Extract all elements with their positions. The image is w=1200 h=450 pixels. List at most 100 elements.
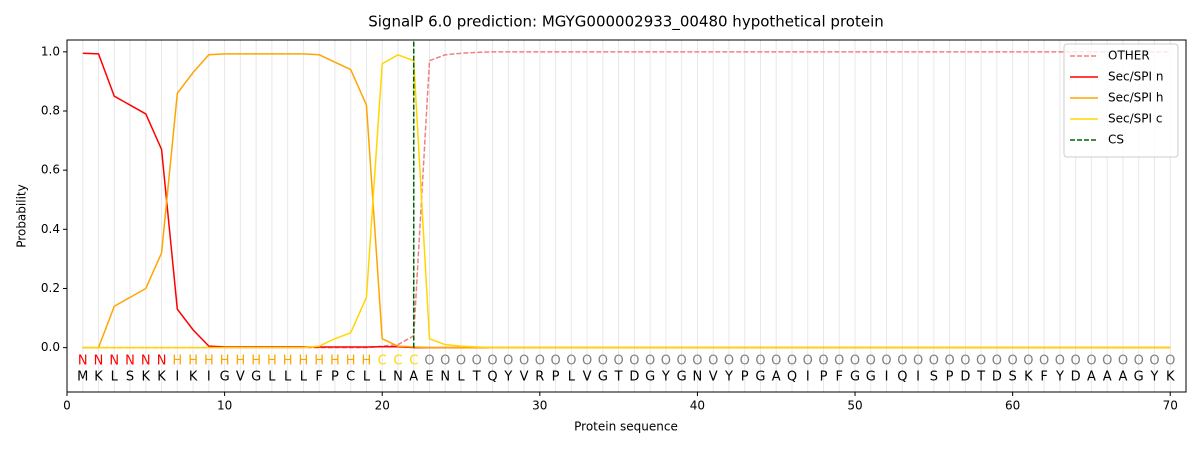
region-label: N xyxy=(109,354,119,369)
residue-label: T xyxy=(976,370,985,385)
region-label: O xyxy=(1102,354,1112,369)
residue-label: S xyxy=(1009,370,1017,385)
series-line xyxy=(82,51,1171,349)
residue-label: D xyxy=(960,370,970,385)
y-axis-label: Probability xyxy=(15,184,29,247)
residue-label: A xyxy=(409,370,418,385)
residue-label: G xyxy=(598,370,608,385)
region-label: H xyxy=(251,354,261,369)
region-label: O xyxy=(582,354,592,369)
region-label: O xyxy=(1165,354,1175,369)
region-label: O xyxy=(677,354,687,369)
residue-label: G xyxy=(866,370,876,385)
region-label: O xyxy=(1039,354,1049,369)
legend-label: Sec/SPI c xyxy=(1108,112,1162,126)
region-label: O xyxy=(929,354,939,369)
region-label: H xyxy=(204,354,214,369)
region-label: O xyxy=(535,354,545,369)
residue-label: T xyxy=(472,370,481,385)
region-label: O xyxy=(472,354,482,369)
residue-label: S xyxy=(126,370,134,385)
region-label: O xyxy=(614,354,624,369)
region-label: H xyxy=(299,354,309,369)
x-tick-label: 50 xyxy=(847,399,862,413)
region-label: O xyxy=(976,354,986,369)
region-label: O xyxy=(960,354,970,369)
residue-label: G xyxy=(850,370,860,385)
residue-label: L xyxy=(457,370,465,385)
residue-label: K xyxy=(1024,370,1033,385)
legend-label: Sec/SPI n xyxy=(1108,70,1163,84)
region-label: H xyxy=(235,354,245,369)
residue-label: N xyxy=(393,370,403,385)
y-tick-label: 0.8 xyxy=(41,103,60,117)
region-label: C xyxy=(409,354,418,369)
x-tick-label: 0 xyxy=(63,399,71,413)
region-label: H xyxy=(172,354,182,369)
residue-label: I xyxy=(175,370,179,385)
residue-label: G xyxy=(251,370,261,385)
x-tick-label: 20 xyxy=(375,399,390,413)
region-label: O xyxy=(1008,354,1018,369)
residue-label: K xyxy=(189,370,198,385)
residue-label: A xyxy=(1119,370,1128,385)
region-label: O xyxy=(755,354,765,369)
region-label: O xyxy=(771,354,781,369)
residue-label: Q xyxy=(897,370,907,385)
residue-label: Q xyxy=(487,370,497,385)
region-label: O xyxy=(503,354,513,369)
residue-label: C xyxy=(346,370,355,385)
residue-label: I xyxy=(916,370,920,385)
region-label: O xyxy=(803,354,813,369)
region-label: N xyxy=(78,354,88,369)
region-label: O xyxy=(834,354,844,369)
region-label: H xyxy=(220,354,230,369)
region-label: O xyxy=(1071,354,1081,369)
residue-label: G xyxy=(755,370,765,385)
residue-label: Y xyxy=(661,370,670,385)
residue-label: V xyxy=(520,370,529,385)
residue-label: K xyxy=(94,370,103,385)
region-label: H xyxy=(346,354,356,369)
residue-label: D xyxy=(1071,370,1081,385)
residue-label: P xyxy=(946,370,954,385)
residue-label: G xyxy=(1134,370,1144,385)
region-label: O xyxy=(913,354,923,369)
residue-label: A xyxy=(1103,370,1112,385)
residue-label: L xyxy=(363,370,371,385)
residue-label: D xyxy=(992,370,1002,385)
residue-label: I xyxy=(885,370,889,385)
region-label: N xyxy=(94,354,104,369)
region-label: O xyxy=(897,354,907,369)
region-label: O xyxy=(818,354,828,369)
residue-label: I xyxy=(806,370,810,385)
x-tick-label: 10 xyxy=(217,399,232,413)
series-line xyxy=(82,53,1171,349)
residue-label: A xyxy=(772,370,781,385)
region-label: O xyxy=(566,354,576,369)
residue-label: L xyxy=(284,370,292,385)
residue-label: V xyxy=(709,370,718,385)
region-label: C xyxy=(378,354,387,369)
region-label: O xyxy=(645,354,655,369)
region-label: O xyxy=(787,354,797,369)
region-label: N xyxy=(141,354,151,369)
legend-label: Sec/SPI h xyxy=(1108,91,1163,105)
region-label: O xyxy=(424,354,434,369)
residue-label: V xyxy=(236,370,245,385)
residue-label: R xyxy=(535,370,544,385)
residue-label: Y xyxy=(724,370,733,385)
region-label: N xyxy=(157,354,167,369)
residue-label: P xyxy=(741,370,749,385)
region-label: H xyxy=(283,354,293,369)
x-tick-label: 30 xyxy=(532,399,547,413)
residue-label: K xyxy=(157,370,166,385)
region-label: C xyxy=(393,354,402,369)
region-label: O xyxy=(440,354,450,369)
x-axis-label: Protein sequence xyxy=(574,420,678,434)
region-label: O xyxy=(1086,354,1096,369)
y-tick-label: 0.6 xyxy=(41,163,60,177)
region-label: O xyxy=(1118,354,1128,369)
residue-label: A xyxy=(1087,370,1096,385)
